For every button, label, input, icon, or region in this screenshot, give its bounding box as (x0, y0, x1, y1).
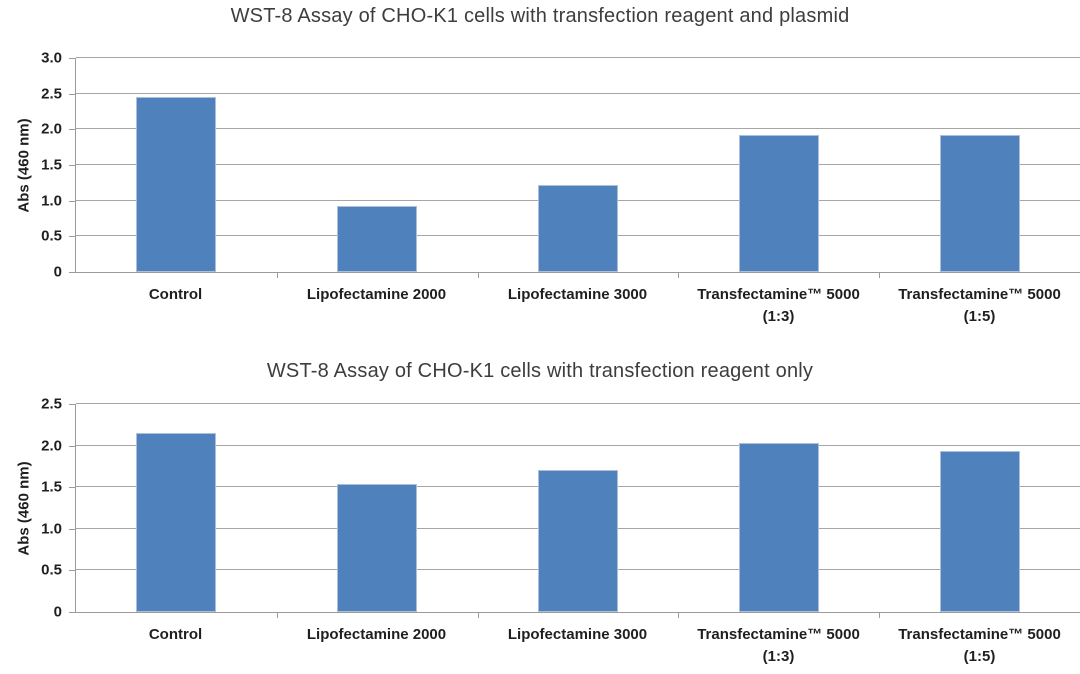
bar-4 (738, 443, 819, 612)
bar-1 (136, 433, 217, 612)
x-category-label: Transfectamine™ 5000 (1:3) (697, 286, 860, 325)
y-tick-mark (69, 200, 75, 202)
x-category-label: Lipofectamine 2000 (306, 286, 447, 303)
x-category-label: Control (148, 626, 203, 643)
y-tick-mark (69, 165, 75, 166)
x-tick-mark (477, 272, 479, 278)
bar-1 (136, 97, 217, 272)
y-tick-label: 2.5 (41, 85, 62, 103)
gridline (76, 57, 1080, 58)
gridline (76, 403, 1080, 404)
y-tick-label: 1.0 (41, 520, 62, 538)
y-tick-mark (69, 236, 75, 238)
y-tick-mark (69, 528, 75, 530)
y-tick-mark (69, 272, 75, 273)
y-tick-label: 0.5 (41, 561, 62, 579)
bar-2 (337, 205, 418, 272)
y-tick-label: 2.5 (41, 395, 62, 413)
gridline (76, 444, 1080, 446)
x-tick-mark (879, 612, 881, 618)
x-tick-mark (678, 612, 680, 618)
x-tick-mark (477, 612, 479, 618)
y-tick-mark (69, 129, 75, 131)
bar-3 (538, 184, 618, 272)
x-category-label: Control (148, 286, 203, 303)
y-tick-mark (69, 487, 75, 489)
bar-5 (939, 451, 1020, 612)
y-tick-mark (69, 58, 75, 59)
bar-3 (538, 469, 618, 612)
y-tick-label: 1.5 (41, 478, 62, 496)
y-tick-label: 2.0 (41, 120, 62, 138)
y-tick-label: 2.0 (41, 437, 62, 455)
y-tick-label: 0 (53, 603, 62, 621)
y-tick-label: 1.5 (41, 156, 62, 174)
y-tick-mark (69, 570, 75, 572)
gridline (76, 164, 1080, 165)
x-category-label: Transfectamine™ 5000 (1:3) (697, 626, 860, 665)
chart-title: WST-8 Assay of CHO-K1 cells with transfe… (266, 360, 814, 382)
gridline (76, 92, 1080, 94)
y-tick-mark (69, 404, 75, 405)
y-tick-mark (69, 445, 75, 447)
x-category-label: Lipofectamine 3000 (507, 286, 648, 303)
chart-reagent-only: WST-8 Assay of CHO-K1 cells with transfe… (0, 345, 1080, 674)
x-category-label: Transfectamine™ 5000 (1:5) (898, 626, 1061, 665)
chart-reagent-and-plasmid: WST-8 Assay of CHO-K1 cells with transfe… (16, 5, 1080, 328)
plot-area (75, 403, 1080, 618)
y-axis-label: Abs (460 nm) (15, 460, 33, 556)
x-axis-labels: Control Lipofectamine 2000 Lipofectamine 3… (75, 284, 1080, 328)
y-tick-label: 1.0 (41, 192, 62, 210)
x-category-label: Lipofectamine 2000 (306, 626, 447, 643)
y-tick-mark (69, 612, 75, 613)
y-tick-mark (69, 93, 75, 95)
gridline (76, 128, 1080, 130)
x-tick-mark (276, 272, 278, 278)
y-tick-label: 0 (53, 263, 62, 281)
y-axis-label-wrap: Abs (460 nm) (2, 404, 46, 612)
plot-area (75, 57, 1080, 278)
x-category-label: Transfectamine™ 5000 (1:5) (898, 286, 1061, 325)
bar-4 (738, 135, 819, 272)
bar-5 (939, 135, 1020, 272)
x-tick-mark (879, 272, 881, 278)
x-tick-mark (678, 272, 680, 278)
x-axis-labels: Control Lipofectamine 2000 Lipofectamine 3… (75, 624, 1080, 668)
chart-title: WST-8 Assay of CHO-K1 cells with transfe… (230, 5, 850, 27)
x-tick-mark (276, 612, 278, 618)
x-category-label: Lipofectamine 3000 (507, 626, 648, 643)
y-tick-label: 3.0 (41, 49, 62, 67)
y-tick-label: 0.5 (41, 227, 62, 245)
bar-2 (337, 483, 418, 612)
